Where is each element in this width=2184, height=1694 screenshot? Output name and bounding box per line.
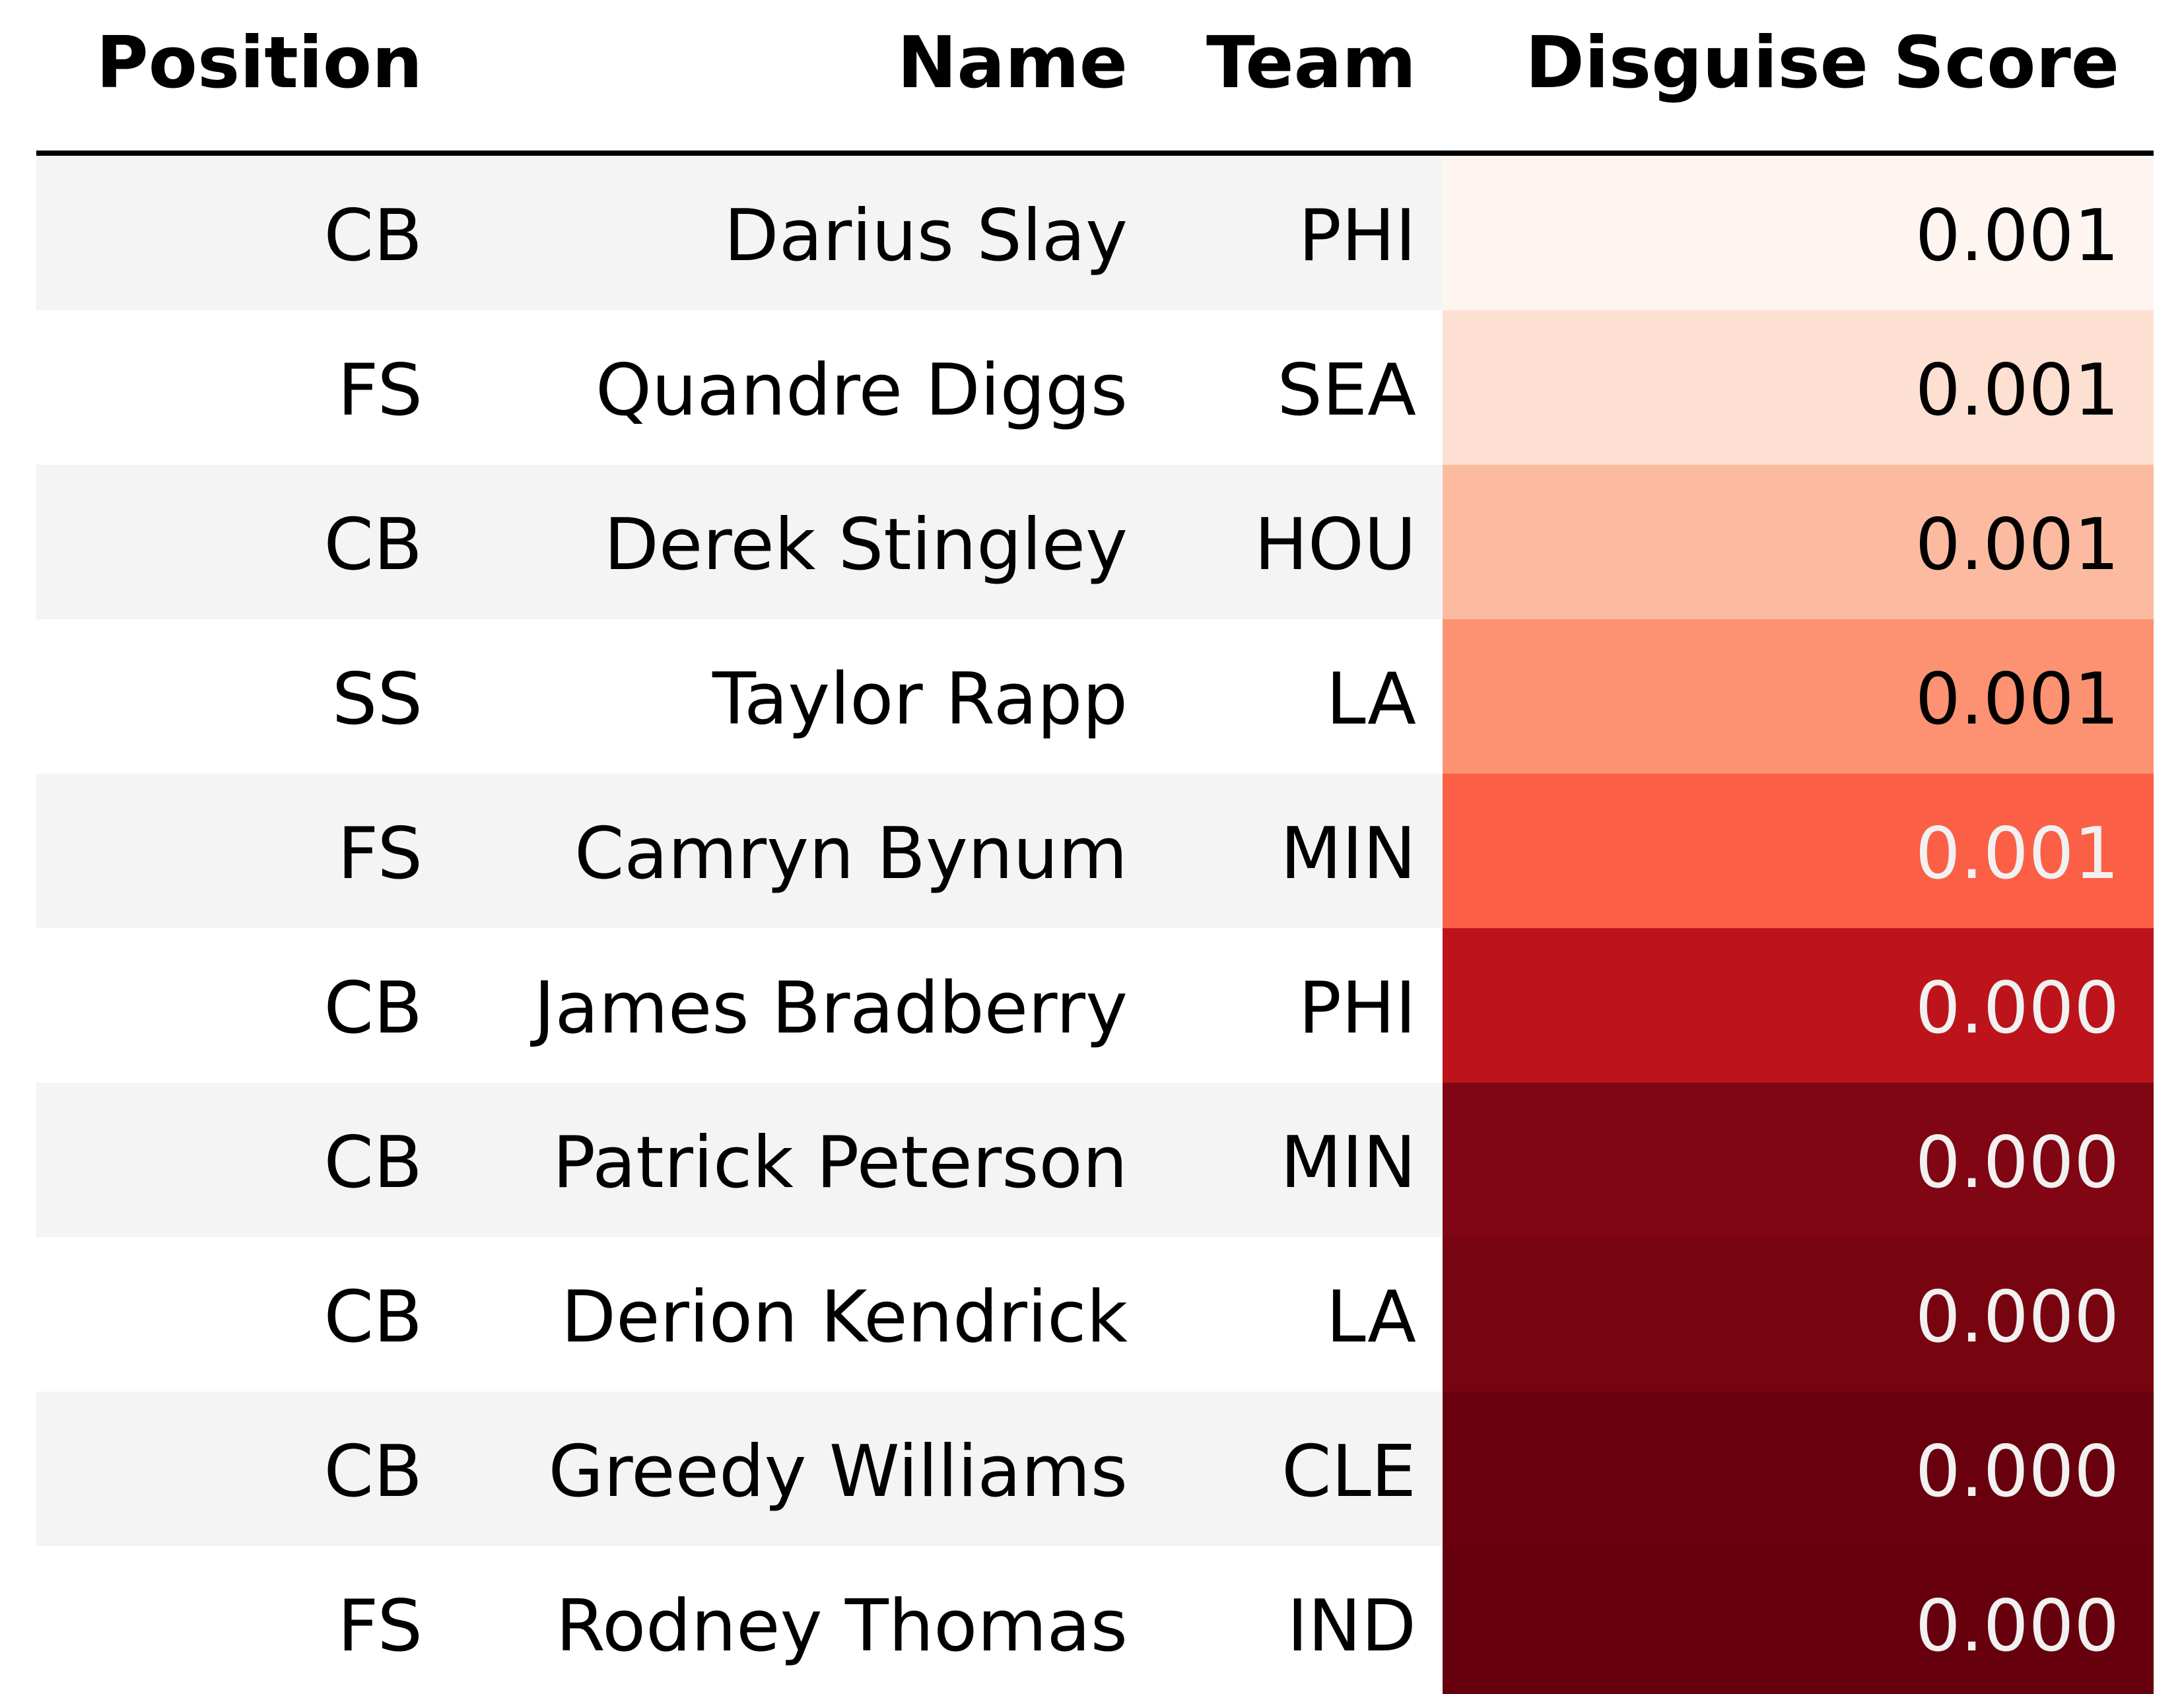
position-cell: FS	[337, 349, 423, 432]
header-team: Team	[1206, 22, 1416, 104]
score-value: 0.001	[1915, 349, 2119, 432]
table-row: FS Rodney Thomas IND 0.000	[337, 1585, 2119, 1668]
row-stripe	[36, 156, 1443, 310]
score-value: 0.001	[1915, 195, 2119, 277]
table-header: Position Name Team Disguise Score	[96, 22, 2119, 104]
position-cell: CB	[324, 967, 423, 1050]
score-cell	[1443, 465, 2154, 620]
name-cell: Derek Stingley	[604, 504, 1128, 586]
score-cell	[1443, 1083, 2154, 1238]
header-name: Name	[897, 22, 1128, 104]
header-position: Position	[96, 22, 423, 104]
table-row: FS Quandre Diggs SEA 0.001	[337, 349, 2119, 432]
team-cell: MIN	[1280, 1122, 1416, 1204]
team-cell: HOU	[1254, 504, 1416, 586]
position-cell: CB	[324, 1122, 423, 1204]
team-cell: MIN	[1280, 813, 1416, 895]
score-cell	[1443, 619, 2154, 774]
header-disguise-score: Disguise Score	[1525, 22, 2119, 104]
score-value: 0.000	[1915, 1276, 2119, 1359]
score-value: 0.000	[1915, 967, 2119, 1050]
team-cell: IND	[1287, 1585, 1416, 1668]
score-cell	[1443, 1237, 2154, 1392]
score-value: 0.001	[1915, 813, 2119, 895]
team-cell: PHI	[1299, 967, 1416, 1050]
name-cell: Patrick Peterson	[553, 1122, 1128, 1204]
name-cell: Camryn Bynum	[574, 813, 1128, 895]
position-cell: CB	[324, 1431, 423, 1513]
table-row: CB James Bradberry PHI 0.000	[324, 967, 2119, 1050]
team-cell: LA	[1326, 658, 1416, 741]
table-row: FS Camryn Bynum MIN 0.001	[337, 813, 2119, 895]
score-cell	[1443, 310, 2154, 465]
name-cell: Greedy Williams	[549, 1431, 1128, 1513]
name-cell: James Bradberry	[530, 967, 1128, 1050]
score-cell	[1443, 928, 2154, 1083]
score-value: 0.000	[1915, 1122, 2119, 1204]
row-backgrounds	[36, 156, 1443, 1546]
table-row: CB Derion Kendrick LA 0.000	[324, 1276, 2119, 1359]
score-cell	[1443, 1546, 2154, 1694]
score-value: 0.001	[1915, 504, 2119, 586]
score-value: 0.000	[1915, 1431, 2119, 1513]
position-cell: CB	[324, 504, 423, 586]
row-stripe	[36, 1392, 1443, 1546]
position-cell: FS	[337, 1585, 423, 1668]
team-cell: CLE	[1281, 1431, 1416, 1513]
row-stripe	[36, 1083, 1443, 1237]
table-row: CB Derek Stingley HOU 0.001	[324, 504, 2119, 586]
score-value: 0.001	[1915, 658, 2119, 741]
table-row: CB Greedy Williams CLE 0.000	[324, 1431, 2119, 1513]
score-cell	[1443, 1392, 2154, 1547]
position-cell: CB	[324, 195, 423, 277]
name-cell: Taylor Rapp	[712, 658, 1128, 741]
row-stripe	[36, 465, 1443, 619]
team-cell: LA	[1326, 1276, 1416, 1359]
position-cell: FS	[337, 813, 423, 895]
table-row: CB Patrick Peterson MIN 0.000	[324, 1122, 2119, 1204]
row-stripe	[36, 774, 1443, 928]
name-cell: Rodney Thomas	[556, 1585, 1128, 1668]
name-cell: Derion Kendrick	[561, 1276, 1128, 1359]
table-row: CB Darius Slay PHI 0.001	[324, 195, 2119, 277]
table-body: CB Darius Slay PHI 0.001 FS Quandre Diggs SEA 0…	[324, 195, 2119, 1668]
position-cell: SS	[332, 658, 423, 741]
score-cells	[1443, 156, 2154, 1694]
name-cell: Darius Slay	[724, 195, 1128, 277]
score-value: 0.000	[1915, 1585, 2119, 1668]
position-cell: CB	[324, 1276, 423, 1359]
score-cell	[1443, 156, 2154, 311]
table-row: SS Taylor Rapp LA 0.001	[332, 658, 2119, 741]
score-cell	[1443, 774, 2154, 929]
team-cell: PHI	[1299, 195, 1416, 277]
name-cell: Quandre Diggs	[596, 349, 1128, 432]
team-cell: SEA	[1277, 349, 1416, 432]
